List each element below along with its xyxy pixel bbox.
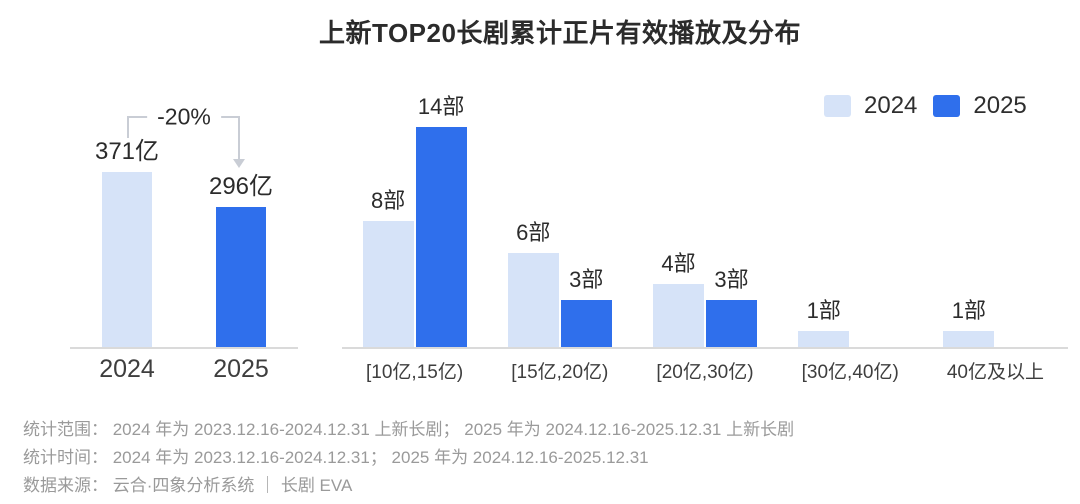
legend-swatch-2025 [933, 95, 961, 117]
dist-bar-group-1: 6部 3部 [507, 89, 612, 347]
annotation-arrow-shaft [238, 116, 240, 161]
dist-bar-2024-4 [943, 331, 995, 347]
total-slot-2024: 371亿 2024 [70, 89, 184, 383]
dist-bar-2024-0 [362, 221, 414, 347]
dist-bar-cell-2024-3: 1部 [798, 89, 850, 347]
dist-axis-label-0: [10亿,15亿) [366, 362, 464, 383]
footer-scope-line: 统计范围： 2024 年为 2023.12.16-2024.12.31 上新长剧… [23, 420, 795, 439]
dist-bar-cell-2025-4 [996, 89, 1047, 347]
dist-bar-2025-2 [706, 300, 757, 347]
dist-bar-value-2024-0: 8部 [370, 188, 406, 213]
dist-slot-2: 4部 3部 [20亿,30亿) [632, 89, 777, 383]
dist-bar-cell-2024-0: 8部 [362, 89, 414, 347]
dist-bar-2024-3 [798, 331, 850, 347]
dist-bar-cell-2024-4: 1部 [943, 89, 995, 347]
distribution-chart: 8部 14部 [10亿,15亿) 6部 3部 [15亿,20亿) 4部 3部 [20亿,30亿)… [342, 89, 1068, 383]
dist-bar-group-0: 8部 14部 [362, 89, 467, 347]
dist-slot-3: 1部 [30亿,40亿) [778, 89, 923, 383]
total-bar-group-2024: 371亿 [95, 89, 159, 347]
total-bar-2024 [102, 172, 152, 347]
total-bar-group-2025: 296亿 [209, 89, 273, 347]
dist-bar-cell-2024-1: 6部 [507, 89, 559, 347]
dist-bar-value-2025-1: 3部 [569, 267, 604, 292]
dist-bar-value-2025-2: 3部 [714, 267, 749, 292]
dist-slot-0: 8部 14部 [10亿,15亿) [342, 89, 487, 383]
dist-bar-value-2024-1: 6部 [516, 220, 551, 245]
legend-item-2025: 2025 [933, 92, 1027, 120]
change-percent-label: -20% [147, 103, 221, 131]
dist-axis-label-1: [15亿,20亿) [511, 362, 609, 383]
arrow-down-icon [233, 159, 245, 168]
dist-bar-2025-1 [560, 300, 612, 347]
dist-bar-group-3: 1部 [798, 89, 902, 347]
dist-bar-value-2024-2: 4部 [661, 251, 696, 276]
dist-bar-value-2024-3: 1部 [806, 298, 841, 323]
legend-item-2024: 2024 [824, 92, 917, 120]
dist-axis-label-4: 40亿及以上 [946, 362, 1044, 383]
total-plays-bars: 371亿 2024 296亿 2025 [70, 89, 298, 383]
total-bar-cell-2024: 371亿 [95, 89, 159, 347]
footer-notes: 统计范围： 2024 年为 2023.12.16-2024.12.31 上新长剧… [23, 416, 794, 500]
total-bar-value-2024: 371亿 [94, 138, 160, 165]
dist-bar-2024-1 [507, 253, 559, 347]
dist-bar-value-2024-4: 1部 [951, 298, 987, 323]
dist-bar-group-4: 1部 [943, 89, 1047, 347]
total-axis-label-2025: 2025 [213, 355, 269, 383]
legend-swatch-2024 [824, 95, 851, 117]
legend: 2024 2025 [824, 92, 1027, 120]
annotation-bracket-left [127, 116, 129, 138]
total-plays-chart: 371亿 2024 296亿 2025 -20% [70, 89, 298, 383]
dist-bar-2024-2 [653, 284, 704, 347]
distribution-bars: 8部 14部 [10亿,15亿) 6部 3部 [15亿,20亿) 4部 3部 [20亿,30亿)… [342, 89, 1068, 383]
dist-axis-label-3: [30亿,40亿) [801, 362, 899, 383]
dist-bar-value-2025-0: 14部 [417, 94, 465, 119]
dist-axis-label-2: [20亿,30亿) [656, 362, 754, 383]
dist-bar-cell-2024-2: 4部 [653, 89, 704, 347]
legend-label-2025: 2025 [973, 92, 1027, 119]
dist-bar-group-2: 4部 3部 [653, 89, 757, 347]
total-bar-cell-2025: 296亿 [209, 89, 273, 347]
legend-label-2024: 2024 [864, 92, 918, 119]
total-slot-2025: 296亿 2025 [184, 89, 298, 383]
dist-slot-1: 6部 3部 [15亿,20亿) [487, 89, 632, 383]
total-bar-2025 [216, 207, 266, 347]
total-axis-label-2024: 2024 [99, 355, 155, 383]
dist-bar-2025-0 [415, 127, 467, 347]
dist-bar-cell-2025-3 [851, 89, 902, 347]
footer-time-line: 统计时间： 2024 年为 2023.12.16-2024.12.31； 202… [23, 448, 649, 467]
page-title: 上新TOP20长剧累计正片有效播放及分布 [319, 18, 801, 48]
footer-source-line: 数据来源： 云合·四象分析系统 ｜ 长剧 EVA [23, 476, 353, 495]
dist-bar-cell-2025-2: 3部 [706, 89, 757, 347]
dist-bar-cell-2025-0: 14部 [415, 89, 467, 347]
total-bar-value-2025: 296亿 [208, 173, 274, 200]
dist-slot-4: 1部 40亿及以上 [923, 89, 1068, 383]
dist-bar-cell-2025-1: 3部 [560, 89, 612, 347]
